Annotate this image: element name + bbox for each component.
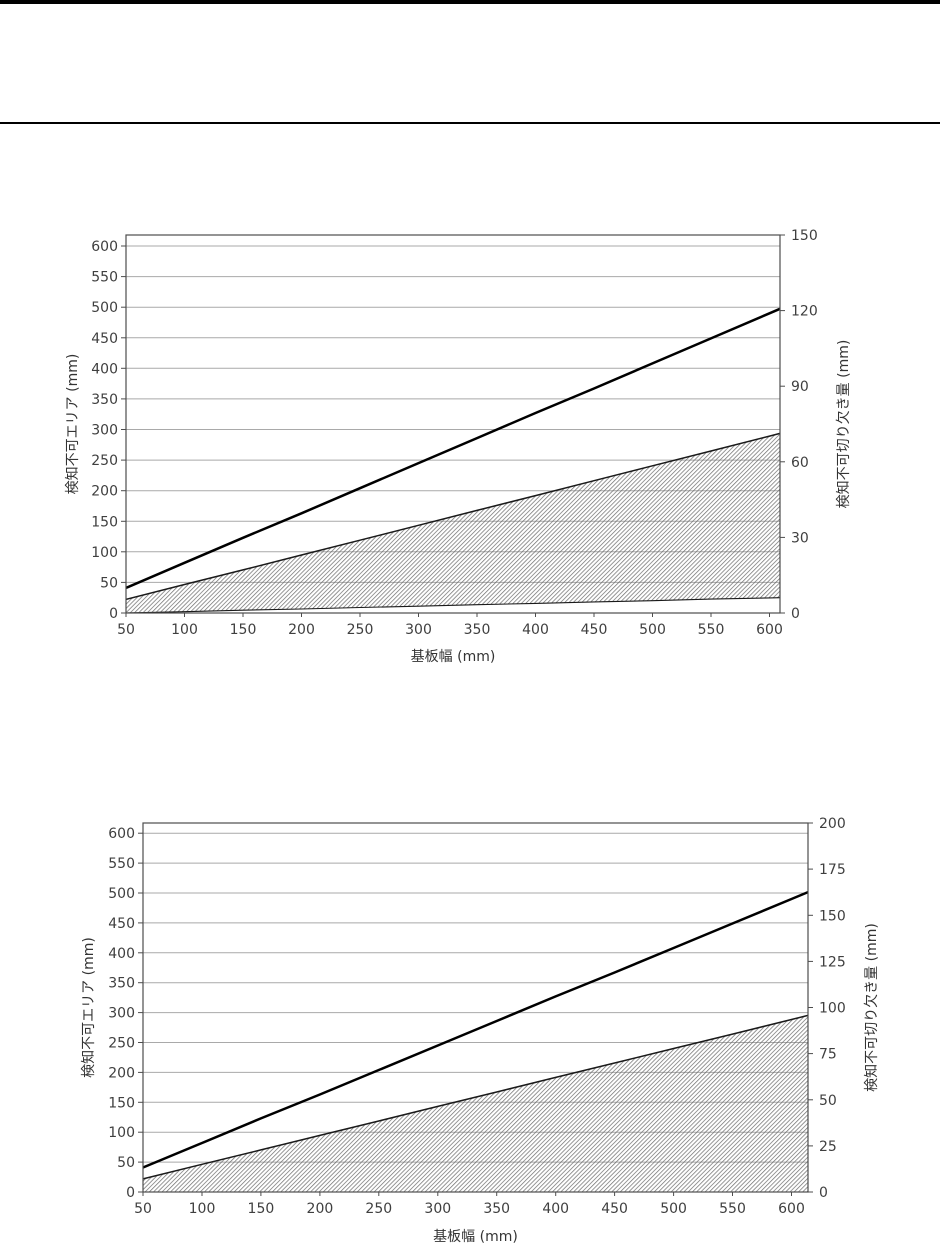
left-axis-tick-label: 200	[108, 1065, 135, 1081]
x-axis-tick-label: 100	[189, 1201, 216, 1217]
left-axis-tick-label: 450	[91, 331, 118, 347]
x-axis-tick-label: 50	[134, 1201, 152, 1217]
x-axis-tick-label: 250	[347, 622, 374, 638]
right-axis-tick-label: 60	[791, 455, 809, 471]
left-axis-tick-label: 300	[91, 423, 118, 439]
left-axis-tick-label: 550	[91, 270, 118, 286]
left-axis-tick-label: 150	[91, 514, 118, 530]
left-axis-tick-label: 500	[108, 886, 135, 902]
x-axis-tick-label: 350	[464, 622, 491, 638]
left-axis-tick-label: 550	[108, 856, 135, 872]
x-axis-tick-label: 200	[307, 1201, 334, 1217]
right-axis-tick-label: 150	[819, 908, 846, 924]
top-black-bar	[0, 0, 940, 4]
left-axis-tick-label: 250	[108, 1036, 135, 1052]
x-axis-title: 基板幅 (mm)	[411, 648, 496, 665]
x-axis-tick-label: 150	[230, 622, 257, 638]
right-axis-tick-label: 120	[791, 304, 818, 320]
left-axis-tick-label: 0	[109, 606, 118, 622]
x-axis-tick-label: 250	[365, 1201, 392, 1217]
main-data-line	[125, 307, 781, 590]
left-axis-tick-label: 350	[91, 392, 118, 408]
x-axis-tick-label: 450	[581, 622, 608, 638]
left-axis-tick-label: 450	[108, 916, 135, 932]
right-axis-tick-label: 200	[819, 816, 846, 832]
left-axis-tick-label: 600	[108, 826, 135, 842]
hatch-lower-boundary-line	[125, 597, 781, 614]
x-axis-tick-label: 50	[117, 622, 135, 638]
right-axis-tick-label: 25	[819, 1139, 837, 1155]
x-axis-tick-label: 100	[171, 622, 198, 638]
x-axis-title: 基板幅 (mm)	[433, 1228, 518, 1245]
x-axis-tick-label: 600	[778, 1201, 805, 1217]
right-axis-tick-label: 175	[819, 862, 846, 878]
x-axis-tick-label: 400	[522, 622, 549, 638]
plot-border	[125, 234, 781, 614]
left-axis-tick-label: 250	[91, 453, 118, 469]
left-axis-tick-label: 50	[100, 575, 118, 591]
left-axis-tick-label: 350	[108, 976, 135, 992]
x-axis-tick-label: 550	[719, 1201, 746, 1217]
left-axis-tick-label: 150	[108, 1095, 135, 1111]
left-axis-tick-label: 0	[126, 1185, 135, 1201]
left-axis-title: 検知不可エリア (mm)	[64, 354, 81, 495]
left-axis-tick-label: 500	[91, 300, 118, 316]
x-axis-tick-label: 300	[424, 1201, 451, 1217]
x-axis-tick-label: 350	[483, 1201, 510, 1217]
right-axis-tick-label: 0	[791, 606, 800, 622]
header-rule	[0, 122, 940, 124]
left-axis-tick-label: 600	[91, 239, 118, 255]
x-axis-tick-label: 300	[405, 622, 432, 638]
left-axis-tick-label: 100	[91, 545, 118, 561]
hatched-region	[126, 433, 780, 613]
left-axis-tick-label: 100	[108, 1125, 135, 1141]
right-axis-tick-label: 100	[819, 1001, 846, 1017]
right-axis-tick-label: 150	[791, 228, 818, 244]
right-axis-title: 検知不可切り欠き量 (mm)	[835, 340, 852, 509]
hatch-upper-boundary-line	[142, 1014, 809, 1180]
left-axis-tick-label: 300	[108, 1006, 135, 1022]
right-axis-tick-label: 90	[791, 379, 809, 395]
right-axis-title: 検知不可切り欠き量 (mm)	[863, 923, 880, 1092]
right-axis-tick-label: 125	[819, 954, 846, 970]
right-axis-tick-label: 50	[819, 1093, 837, 1109]
right-axis-tick-label: 30	[791, 530, 809, 546]
x-axis-tick-label: 200	[288, 622, 315, 638]
left-axis-tick-label: 50	[117, 1155, 135, 1171]
x-axis-tick-label: 550	[698, 622, 725, 638]
left-axis-tick-label: 400	[91, 361, 118, 377]
hatch-upper-boundary-line	[125, 432, 781, 601]
x-axis-tick-label: 400	[542, 1201, 569, 1217]
left-axis-tick-label: 400	[108, 946, 135, 962]
hatched-region	[143, 1015, 808, 1192]
x-axis-tick-label: 150	[248, 1201, 275, 1217]
right-axis-tick-label: 0	[819, 1185, 828, 1201]
x-axis-tick-label: 450	[601, 1201, 628, 1217]
left-axis-tick-label: 200	[91, 484, 118, 500]
right-axis-tick-label: 75	[819, 1047, 837, 1063]
x-axis-tick-label: 500	[639, 622, 666, 638]
x-axis-tick-label: 500	[660, 1201, 687, 1217]
x-axis-tick-label: 600	[756, 622, 783, 638]
left-axis-title: 検知不可エリア (mm)	[80, 937, 97, 1078]
main-data-line	[142, 890, 809, 1169]
